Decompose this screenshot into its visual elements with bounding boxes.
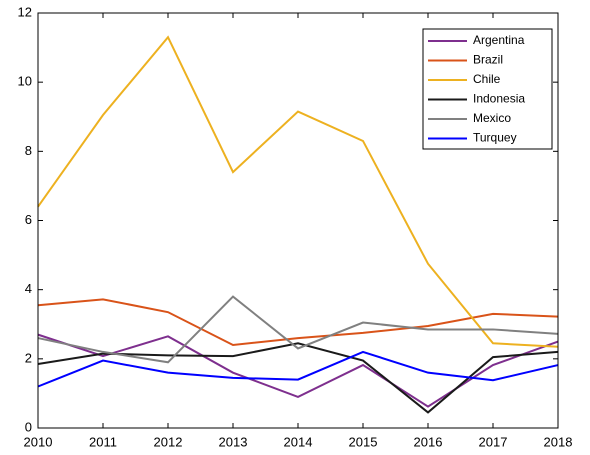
- y-tick-label: 4: [25, 281, 32, 296]
- legend-label: Turquey: [473, 131, 517, 145]
- x-tick-label: 2011: [89, 434, 117, 449]
- x-tick-label: 2013: [219, 434, 248, 449]
- x-tick-label: 2015: [349, 434, 378, 449]
- x-tick-label: 2017: [479, 434, 508, 449]
- series-line: [37, 298, 559, 347]
- x-tick-label: 2010: [24, 434, 53, 449]
- legend-label: Mexico: [473, 111, 511, 125]
- legend-box: [422, 28, 553, 150]
- y-tick-label: 0: [25, 419, 32, 434]
- series-line: [37, 295, 559, 364]
- y-tick-label: 10: [18, 74, 32, 89]
- legend: Argentina Brazil Chile Indonesia Mexico Turqu…: [422, 28, 553, 150]
- legend-label: Brazil: [473, 53, 503, 67]
- legend-label: Chile: [473, 72, 501, 86]
- y-tick-label: 12: [18, 4, 32, 19]
- x-tick-label: 2018: [544, 434, 573, 449]
- x-tick-label: 2014: [284, 434, 313, 449]
- x-tick-label: 2016: [414, 434, 443, 449]
- legend-label: Indonesia: [473, 92, 525, 106]
- y-tick-label: 6: [25, 212, 32, 227]
- plot-frame: [37, 12, 559, 429]
- series-line: [37, 35, 559, 348]
- legend-label: Argentina: [473, 33, 525, 47]
- y-tick-label: 8: [25, 143, 32, 158]
- series-line: [37, 342, 559, 414]
- series-line: [37, 333, 559, 408]
- x-tick-label: 2012: [154, 434, 183, 449]
- y-tick-label: 2: [25, 350, 32, 365]
- series-line: [37, 350, 559, 388]
